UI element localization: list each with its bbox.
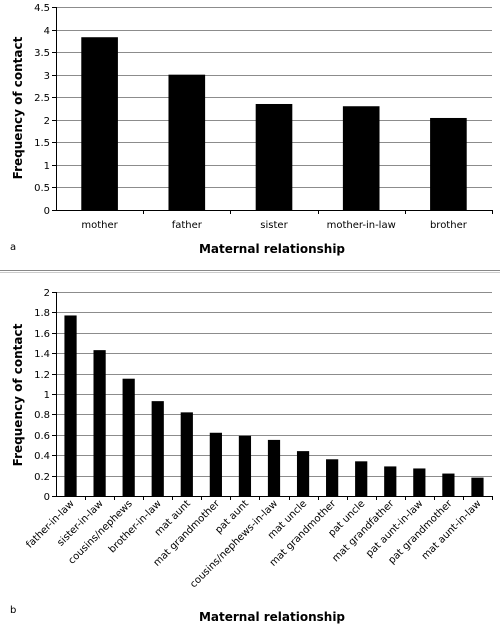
chart-a-gridlines: [56, 7, 492, 188]
a-y-tick-label: 4: [44, 26, 50, 37]
b-bar: [384, 466, 397, 496]
chart-a-y-tick-labels: 0 0.5 1 1.5 2 2.5 3 3.5 4 4.5: [34, 3, 56, 217]
chart-a-bars: [81, 37, 467, 211]
a-bar: [342, 106, 380, 210]
b-y-tick-label: 0.6: [34, 431, 50, 442]
a-y-tick-label: 3.5: [34, 48, 50, 59]
b-bar: [93, 350, 106, 496]
b-bar: [267, 439, 281, 496]
b-bar: [413, 468, 426, 496]
b-bar: [471, 477, 484, 496]
b-y-tick-label: 1.8: [34, 308, 50, 319]
b-y-tick-label: 1.4: [34, 349, 50, 360]
a-y-tick-label: 0.5: [34, 183, 50, 194]
b-bar: [209, 432, 222, 496]
b-bar: [326, 459, 339, 496]
chart-b-y-axis-title: Frequency of contact: [11, 323, 25, 466]
a-category-label: father: [172, 220, 203, 231]
b-y-tick-label: 0.8: [34, 410, 50, 421]
b-y-tick-label: 1.2: [34, 370, 50, 381]
b-bar: [296, 451, 310, 496]
a-y-tick-label: 2.5: [34, 93, 50, 104]
chart-b: 0 0.2 0.4 0.6 0.8 1 1.2 1.4 1.6 1.8 2 father-in-la…: [10, 288, 493, 624]
b-bar: [151, 401, 164, 496]
chart-b-panel-label: b: [10, 605, 16, 616]
chart-b-y-tick-labels: 0 0.2 0.4 0.6 0.8 1 1.2 1.4 1.6 1.8 2: [34, 288, 56, 503]
b-bar: [122, 378, 135, 496]
b-y-tick-label: 0.2: [34, 472, 50, 483]
a-category-label: brother: [430, 220, 468, 231]
chart-a-y-axis-title: Frequency of contact: [11, 36, 25, 179]
b-bar: [442, 473, 455, 496]
b-bar: [180, 412, 193, 496]
b-y-tick-label: 0.4: [34, 451, 50, 462]
b-bar: [355, 461, 368, 496]
a-bar: [430, 117, 467, 210]
chart-b-x-axis-title: Maternal relationship: [199, 610, 345, 624]
a-bar: [255, 103, 293, 210]
a-category-label: mother-in-law: [327, 220, 396, 231]
b-y-tick-label: 2: [44, 288, 50, 299]
a-y-tick-label: 4.5: [34, 3, 50, 14]
b-y-tick-label: 1: [44, 390, 50, 401]
a-bar: [168, 74, 206, 211]
b-y-tick-label: 0: [44, 492, 50, 503]
chart-a: 00.511.522.533.544.5 mother father sister m…: [10, 3, 493, 256]
chart-b-category-labels: father-in-lawsister-in-lawcousins/nephew…: [24, 496, 493, 590]
a-y-tick-label: 2: [44, 116, 50, 127]
b-bar: [238, 435, 252, 496]
chart-a-x-axis-title: Maternal relationship: [199, 242, 345, 256]
b-bar: [64, 315, 77, 496]
b-y-tick-label: 1.6: [34, 329, 50, 340]
a-y-tick-label: 3: [44, 71, 50, 82]
a-y-tick-label: 1.5: [34, 138, 50, 149]
a-category-label: sister: [260, 220, 288, 231]
chart-b-bars: [64, 315, 484, 496]
chart-a-category-labels: mother father sister mother-in-law brother: [81, 210, 493, 231]
a-y-tick-label: 0: [44, 206, 50, 217]
a-y-tick-label: 1: [44, 161, 50, 172]
a-category-label: mother: [81, 220, 118, 231]
chart-a-panel-label: a: [10, 242, 16, 253]
a-bar: [81, 37, 118, 211]
